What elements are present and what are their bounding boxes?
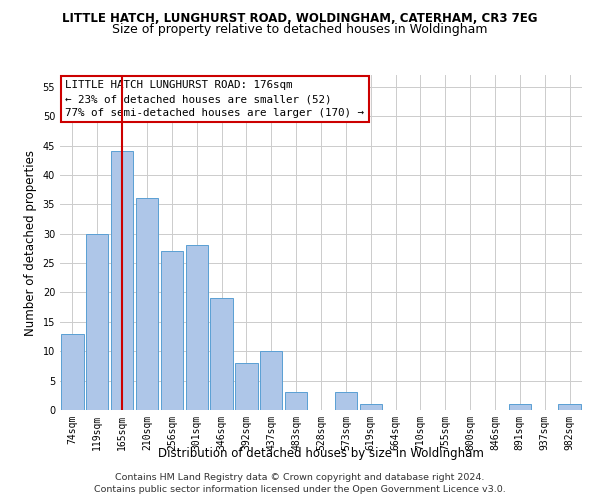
Bar bbox=[86, 234, 109, 410]
Text: Distribution of detached houses by size in Woldingham: Distribution of detached houses by size … bbox=[158, 448, 484, 460]
Bar bbox=[61, 334, 83, 410]
Bar bbox=[161, 252, 183, 410]
Text: Contains public sector information licensed under the Open Government Licence v3: Contains public sector information licen… bbox=[94, 485, 506, 494]
Text: LITTLE HATCH LUNGHURST ROAD: 176sqm
← 23% of detached houses are smaller (52)
77: LITTLE HATCH LUNGHURST ROAD: 176sqm ← 23… bbox=[65, 80, 364, 118]
Text: LITTLE HATCH, LUNGHURST ROAD, WOLDINGHAM, CATERHAM, CR3 7EG: LITTLE HATCH, LUNGHURST ROAD, WOLDINGHAM… bbox=[62, 12, 538, 26]
Bar bbox=[211, 298, 233, 410]
Bar bbox=[260, 351, 283, 410]
Bar bbox=[111, 152, 133, 410]
Bar bbox=[359, 404, 382, 410]
Text: Contains HM Land Registry data © Crown copyright and database right 2024.: Contains HM Land Registry data © Crown c… bbox=[115, 472, 485, 482]
Bar bbox=[136, 198, 158, 410]
Bar bbox=[335, 392, 357, 410]
Y-axis label: Number of detached properties: Number of detached properties bbox=[24, 150, 37, 336]
Bar bbox=[509, 404, 531, 410]
Text: Size of property relative to detached houses in Woldingham: Size of property relative to detached ho… bbox=[112, 22, 488, 36]
Bar bbox=[285, 392, 307, 410]
Bar bbox=[235, 363, 257, 410]
Bar bbox=[185, 246, 208, 410]
Bar bbox=[559, 404, 581, 410]
